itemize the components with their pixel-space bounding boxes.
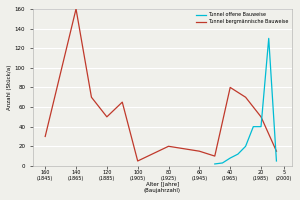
Tunnel bergmännische Bauweise xyxy=(244,96,247,98)
Tunnel offene Bauweise xyxy=(228,157,232,159)
Tunnel bergmännische Bauweise xyxy=(136,160,140,162)
Line: Tunnel bergmännische Bauweise: Tunnel bergmännische Bauweise xyxy=(45,9,276,161)
Tunnel bergmännische Bauweise xyxy=(121,101,124,103)
Tunnel offene Bauweise xyxy=(259,125,263,128)
Tunnel offene Bauweise xyxy=(221,162,224,164)
Tunnel offene Bauweise xyxy=(267,37,271,40)
Tunnel bergmännische Bauweise xyxy=(228,86,232,89)
Tunnel offene Bauweise xyxy=(274,160,278,162)
Tunnel bergmännische Bauweise xyxy=(44,135,47,138)
Y-axis label: Anzahl (Stück/a): Anzahl (Stück/a) xyxy=(7,65,12,110)
Tunnel bergmännische Bauweise xyxy=(213,155,217,157)
Tunnel bergmännische Bauweise xyxy=(105,116,109,118)
X-axis label: Alter [Jahre]
(Baujahrzahl): Alter [Jahre] (Baujahrzahl) xyxy=(144,182,181,193)
Line: Tunnel offene Bauweise: Tunnel offene Bauweise xyxy=(215,38,276,164)
Tunnel bergmännische Bauweise xyxy=(259,116,263,118)
Legend: Tunnel offene Bauweise, Tunnel bergmännische Bauweise: Tunnel offene Bauweise, Tunnel bergmänni… xyxy=(195,11,290,25)
Tunnel bergmännische Bauweise xyxy=(198,150,201,152)
Tunnel offene Bauweise xyxy=(213,163,217,165)
Tunnel offene Bauweise xyxy=(244,145,247,147)
Tunnel bergmännische Bauweise xyxy=(167,145,170,147)
Tunnel bergmännische Bauweise xyxy=(74,8,78,10)
Tunnel offene Bauweise xyxy=(236,153,240,155)
Tunnel bergmännische Bauweise xyxy=(90,96,93,98)
Tunnel bergmännische Bauweise xyxy=(274,150,278,152)
Tunnel offene Bauweise xyxy=(251,125,255,128)
